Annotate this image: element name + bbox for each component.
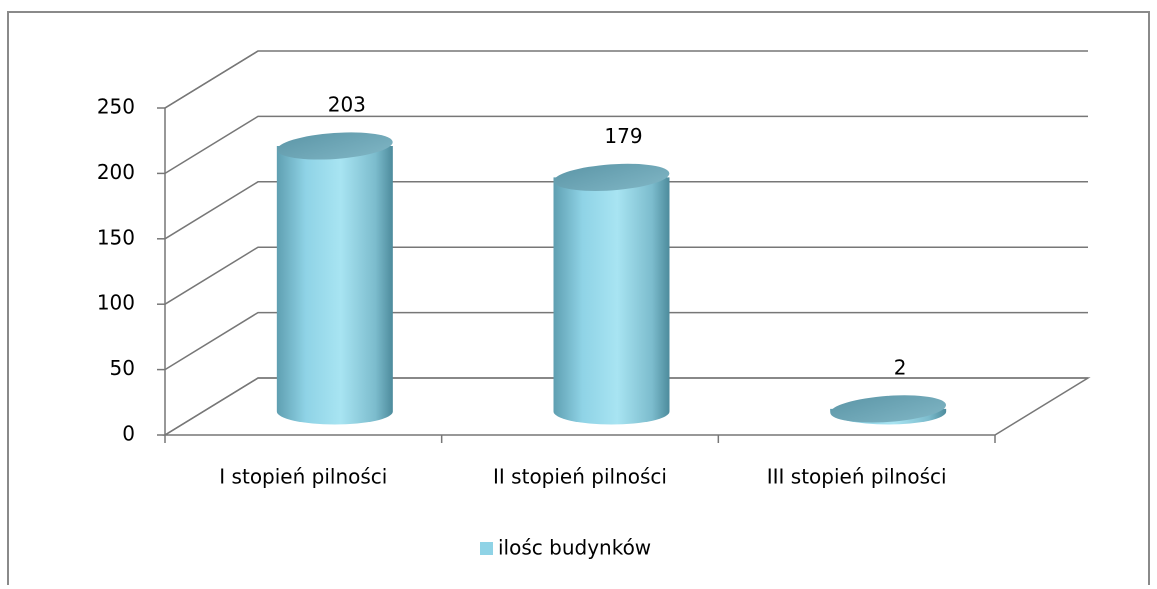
cylinder-top xyxy=(276,132,393,160)
cylinder-top xyxy=(553,163,670,191)
y-tick-label: 50 xyxy=(110,356,135,380)
y-tick-label: 100 xyxy=(97,291,135,315)
grid-line xyxy=(164,181,1088,240)
x-tick-label: I stopień pilności xyxy=(219,465,387,489)
legend-swatch xyxy=(480,542,493,555)
grid-line xyxy=(164,377,1088,436)
data-label: 203 xyxy=(328,92,366,116)
grid-line xyxy=(164,311,1088,371)
data-label: 2 xyxy=(894,355,907,379)
y-tick-label: 0 xyxy=(122,422,135,446)
grid-line xyxy=(164,50,1088,109)
y-tick-label: 250 xyxy=(97,95,135,119)
cylinder-body xyxy=(553,177,670,425)
cylinder-body xyxy=(276,145,393,425)
grid-line xyxy=(164,246,1088,305)
y-tick-label: 200 xyxy=(97,160,135,184)
x-tick-label: III stopień pilności xyxy=(767,465,947,489)
legend-label: ilośc budynków xyxy=(498,536,651,560)
x-tick-label: II stopień pilności xyxy=(493,465,667,489)
grid-line xyxy=(164,115,1088,175)
cylinder-top xyxy=(830,395,947,423)
data-label: 179 xyxy=(604,124,642,148)
y-tick-label: 150 xyxy=(97,225,135,249)
